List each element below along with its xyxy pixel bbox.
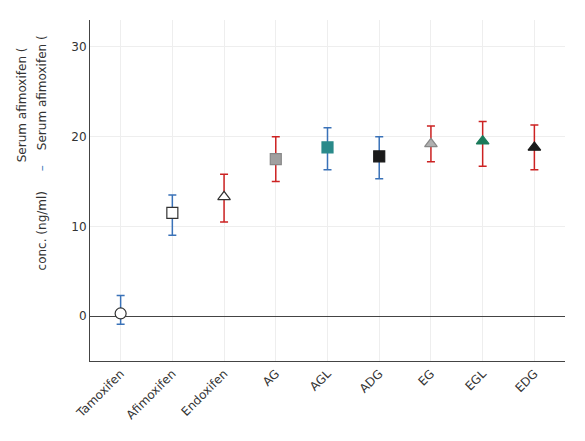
svg-text:EGL: EGL <box>462 367 489 394</box>
svg-text:Tamoxifen: Tamoxifen <box>73 367 127 421</box>
svg-text:20: 20 <box>71 130 86 144</box>
svg-text:Serum afimoxifen (: Serum afimoxifen ( <box>35 35 49 150</box>
svg-text:EG: EG <box>415 367 437 389</box>
svg-text:Endoxifen: Endoxifen <box>178 367 230 419</box>
svg-text:–: – <box>35 165 49 171</box>
svg-text:0: 0 <box>79 309 87 323</box>
svg-text:AGL: AGL <box>307 367 334 394</box>
svg-text:conc. (ng/ml): conc. (ng/ml) <box>35 191 49 270</box>
svg-text:Serum afimoxifen (: Serum afimoxifen ( <box>15 47 29 162</box>
svg-text:AG: AG <box>260 367 282 389</box>
svg-text:Afimoxifen: Afimoxifen <box>123 367 178 422</box>
svg-text:30: 30 <box>71 40 86 54</box>
svg-text:ADG: ADG <box>357 367 386 396</box>
svg-text:10: 10 <box>71 220 86 234</box>
svg-text:EDG: EDG <box>512 367 540 395</box>
